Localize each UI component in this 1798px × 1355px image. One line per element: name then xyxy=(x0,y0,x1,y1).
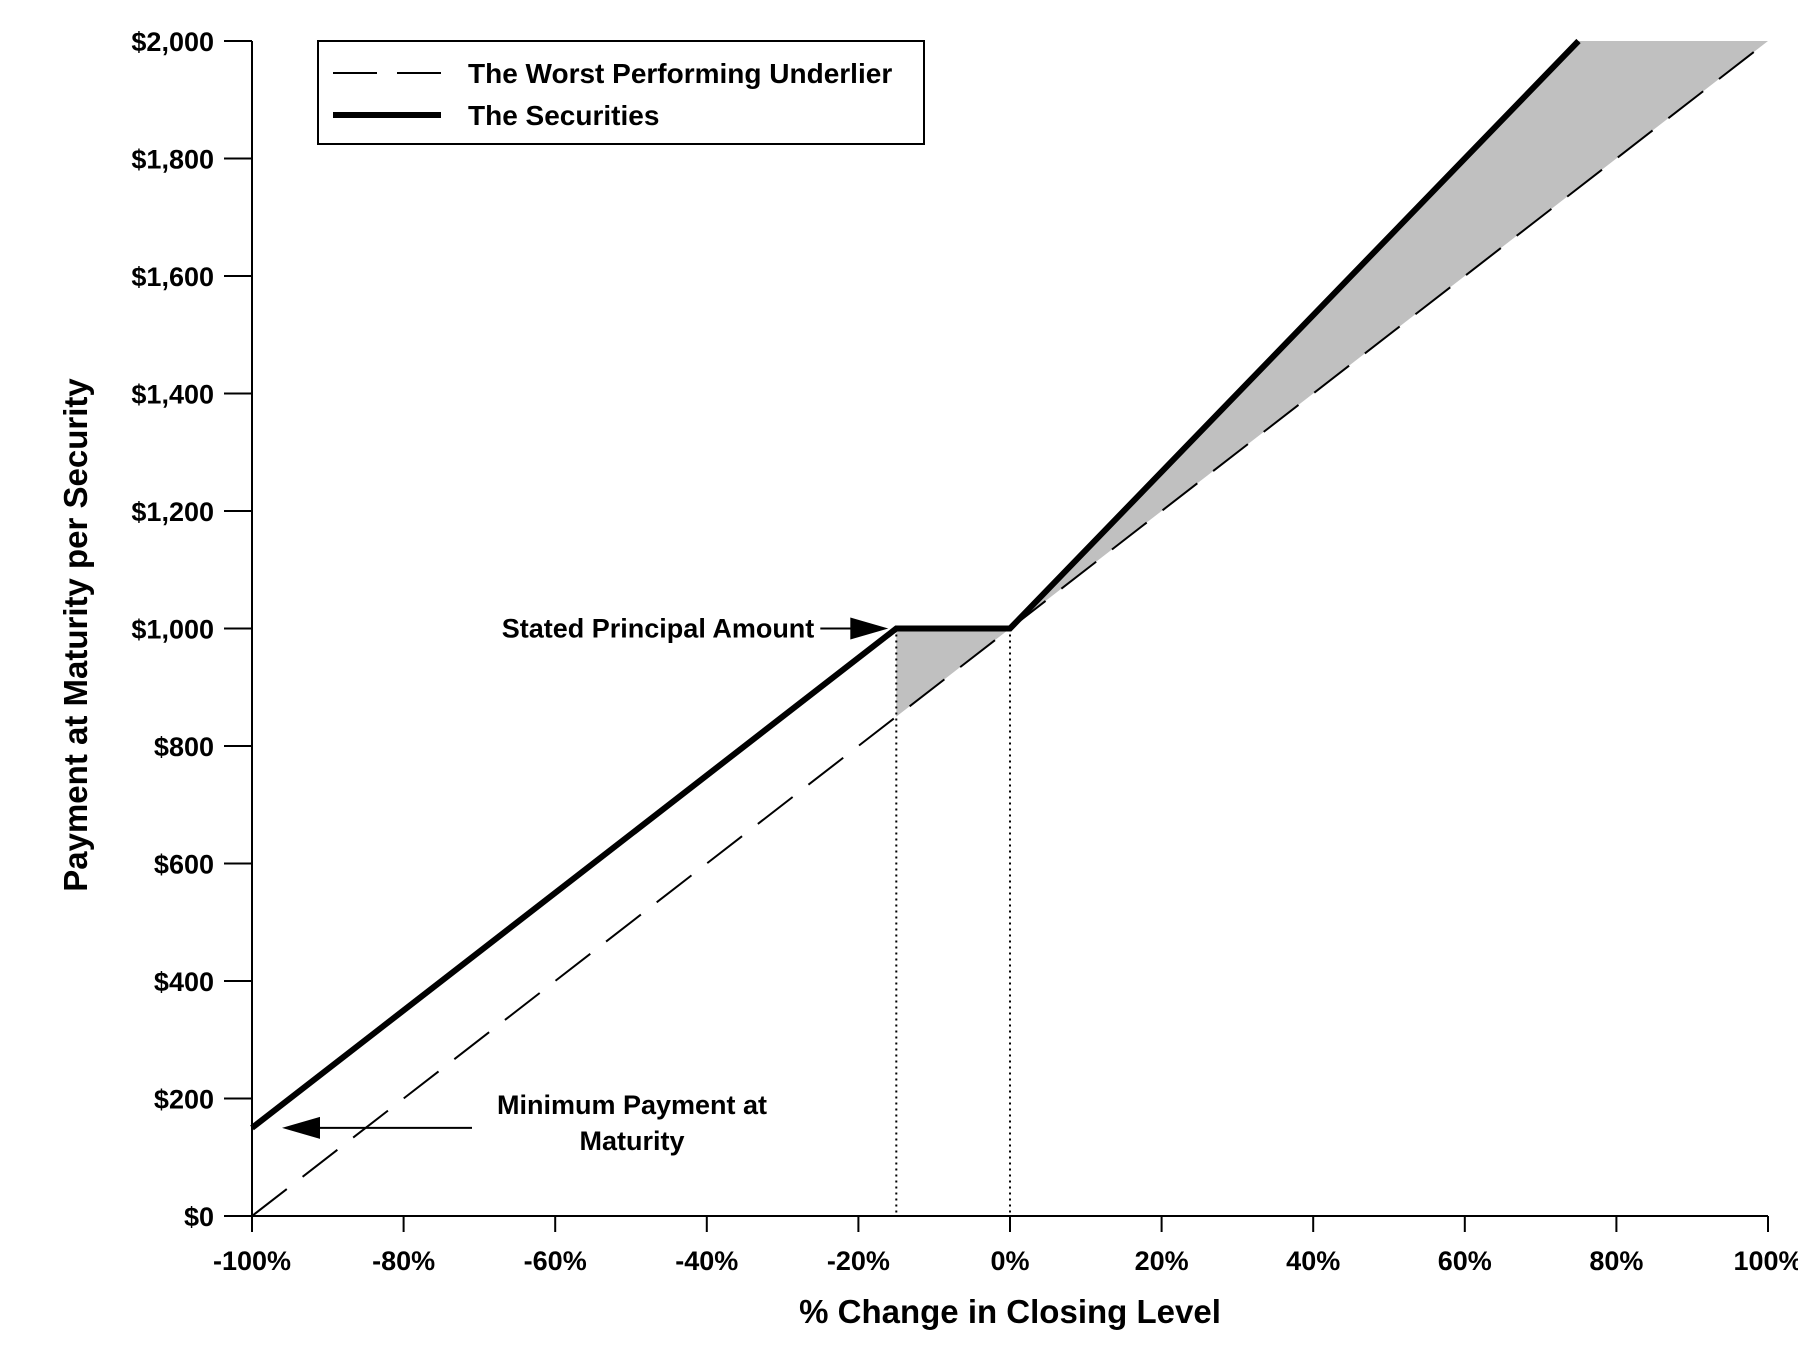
annotation-stated-principal: Stated Principal Amount xyxy=(502,614,815,644)
annotations: Stated Principal Amount Minimum Payment a… xyxy=(282,614,889,1156)
x-tick-label: 0% xyxy=(990,1246,1029,1276)
annotation-arrow-head xyxy=(282,1116,320,1139)
y-tick-label: $1,600 xyxy=(131,262,214,292)
y-tick-label: $1,800 xyxy=(131,145,214,175)
annotation-minimum-payment-line1: Minimum Payment at xyxy=(497,1090,767,1120)
y-tick-label: $1,400 xyxy=(131,380,214,410)
y-tick-label: $1,000 xyxy=(131,615,214,645)
axes: $0 $200 $400 $600 $800 $1,000 $1,200 $1,400 $1,6… xyxy=(131,27,1798,1276)
y-tick-label: $400 xyxy=(154,967,214,997)
x-tick-label: 60% xyxy=(1438,1246,1492,1276)
y-tick-label: $800 xyxy=(154,732,214,762)
y-tick-label: $1,200 xyxy=(131,497,214,527)
annotation-minimum-payment-line2: Maturity xyxy=(579,1126,684,1156)
x-tick-label: 40% xyxy=(1286,1246,1340,1276)
x-axis-title: % Change in Closing Level xyxy=(799,1293,1221,1330)
x-tick-label: 80% xyxy=(1589,1246,1643,1276)
y-tick-label: $0 xyxy=(184,1202,214,1232)
x-tick-label: -100% xyxy=(213,1246,291,1276)
x-tick-label: -20% xyxy=(827,1246,890,1276)
y-axis-title: Payment at Maturity per Security xyxy=(57,378,94,892)
x-tick-label: 100% xyxy=(1733,1246,1798,1276)
x-tick-label: 20% xyxy=(1135,1246,1189,1276)
legend: The Worst Performing Underlier The Securi… xyxy=(317,40,925,145)
securities-line xyxy=(250,38,1581,1131)
legend-box xyxy=(317,40,925,145)
y-tick-label: $200 xyxy=(154,1085,214,1115)
y-tick-label: $600 xyxy=(154,850,214,880)
legend-label: The Worst Performing Underlier xyxy=(468,58,892,89)
legend-label: The Securities xyxy=(468,100,659,131)
x-tick-label: -40% xyxy=(675,1246,738,1276)
series-lines xyxy=(250,38,1769,1217)
reference-lines xyxy=(895,628,1011,1216)
annotation-arrow-head xyxy=(850,617,889,640)
x-tick-label: -60% xyxy=(524,1246,587,1276)
y-tick-label: $2,000 xyxy=(131,27,214,57)
x-tick-label: -80% xyxy=(372,1246,435,1276)
